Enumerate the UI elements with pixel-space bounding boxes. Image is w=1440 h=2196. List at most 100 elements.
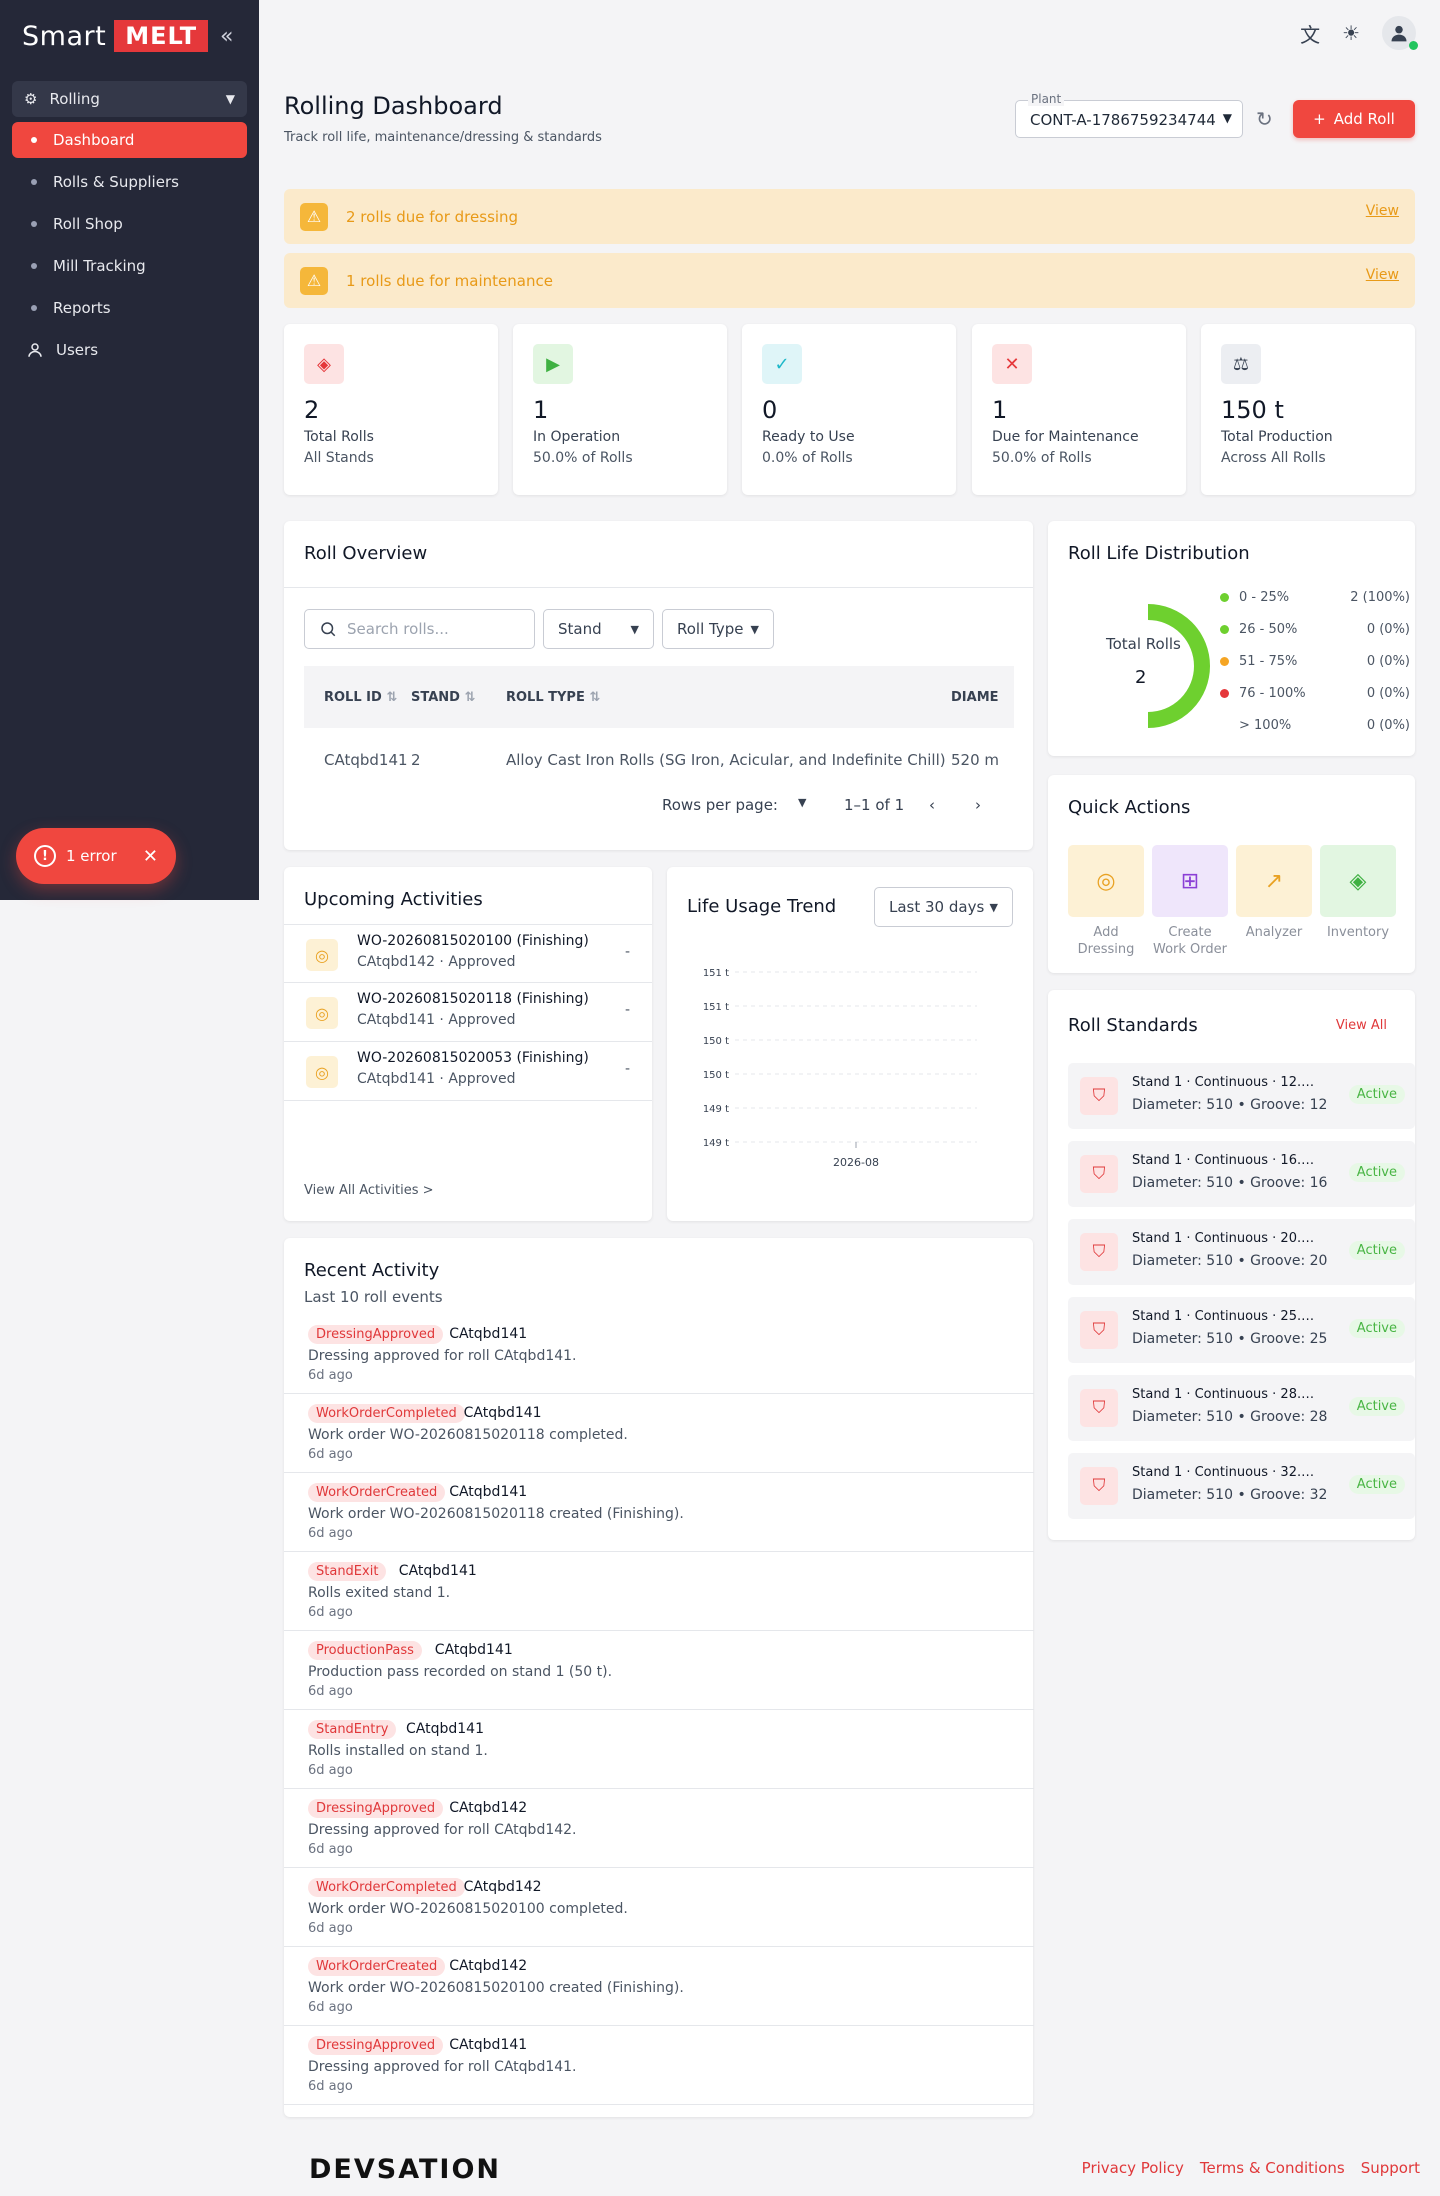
event-time: 6d ago [308, 1526, 353, 1541]
cell-diameter: 520 m [951, 751, 1000, 769]
error-toast[interactable]: ! 1 error ✕ [16, 828, 176, 884]
standard-item[interactable]: ⛉ Stand 1 · Continuous · 16.0... Diameter:… [1068, 1141, 1415, 1207]
event-description: Dressing approved for roll CAtqbd141. [308, 2059, 577, 2075]
view-all-activities-link[interactable]: View All Activities > [304, 1183, 434, 1198]
theme-toggle-icon[interactable]: ☀ [1342, 21, 1360, 45]
standard-item[interactable]: ⛉ Stand 1 · Continuous · 28.0... Diameter:… [1068, 1375, 1415, 1441]
legend-value: 2 (100%) [1350, 590, 1410, 605]
sidebar-item-mill-tracking[interactable]: Mill Tracking [12, 248, 247, 284]
online-status-dot [1409, 41, 1418, 50]
event-description: Production pass recorded on stand 1 (50 … [308, 1664, 613, 1680]
error-icon: ! [34, 845, 56, 867]
event-time: 6d ago [308, 1842, 353, 1857]
y-tick-label: 150 t [703, 1036, 729, 1047]
app-logo[interactable]: Smart MELT [22, 20, 209, 52]
column-header-roll-id[interactable]: ROLL ID ⇅ [324, 689, 398, 705]
avatar[interactable] [1382, 16, 1418, 50]
plant-select[interactable]: Plant CONT-A-1786759234744 ▼ [1015, 92, 1243, 138]
list-item[interactable]: DressingApproved CAtqbd141 Dressing approv… [284, 2026, 1034, 2105]
list-item[interactable]: WorkOrderCreated CAtqbd141 Work order WO-2… [284, 1473, 1034, 1552]
list-item[interactable]: ◎ WO-20260815020118 (Finishing) CAtqbd14… [284, 983, 652, 1042]
donut-segment-0-25 [1147, 604, 1210, 728]
event-description: Work order WO-20260815020118 completed. [308, 1427, 628, 1443]
ring-icon: ◎ [306, 997, 338, 1029]
stand-filter[interactable]: Stand ▼ [543, 609, 654, 649]
analyzer-button[interactable]: ↗ Analyzer [1236, 845, 1312, 941]
column-header-diameter[interactable]: DIAME [951, 689, 999, 705]
collapse-sidebar-icon[interactable]: « [220, 24, 234, 49]
card-title: Recent Activity [304, 1260, 440, 1281]
alert-view-link[interactable]: View [1365, 203, 1399, 219]
list-item[interactable]: ProductionPass CAtqbd141 Production pass r… [284, 1631, 1034, 1710]
standard-item[interactable]: ⛉ Stand 1 · Continuous · 12.0... Diameter:… [1068, 1063, 1415, 1129]
plant-value: CONT-A-1786759234744 [1030, 111, 1216, 129]
date-range-select[interactable]: Last 30 days ▼ [874, 887, 1013, 927]
list-item[interactable]: DressingApproved CAtqbd142 Dressing approv… [284, 1789, 1034, 1868]
column-header-stand[interactable]: STAND ⇅ [411, 689, 476, 705]
privacy-policy-link[interactable]: Privacy Policy [1081, 2159, 1184, 2177]
sort-icon: ⇅ [386, 689, 398, 705]
list-item[interactable]: StandExit CAtqbd141 Rolls exited stand 1. 6… [284, 1552, 1034, 1631]
standard-item[interactable]: ⛉ Stand 1 · Continuous · 25.0... Diameter:… [1068, 1297, 1415, 1363]
legend-item: 51 - 75% 0 (0%) [1220, 654, 1410, 669]
sidebar-item-users[interactable]: Users [12, 332, 247, 368]
list-item[interactable]: ◎ WO-20260815020053 (Finishing) CAtqbd14… [284, 1042, 652, 1101]
support-link[interactable]: Support [1360, 2159, 1420, 2177]
sidebar-group-rolling[interactable]: ⚙ Rolling ▼ [12, 81, 247, 117]
next-page-icon[interactable]: › [975, 796, 981, 814]
standard-item[interactable]: ⛉ Stand 1 · Continuous · 32.0... Diameter:… [1068, 1453, 1415, 1519]
event-type-badge: StandEntry [308, 1720, 397, 1739]
card-title: Roll Overview [304, 543, 428, 564]
list-item[interactable]: DressingApproved CAtqbd141 Dressing approv… [284, 1315, 1034, 1394]
standard-detail: Diameter: 510 • Groove: 16 [1132, 1175, 1328, 1191]
list-item[interactable]: ◎ WO-20260815020100 (Finishing) CAtqbd14… [284, 924, 652, 983]
event-roll-id: CAtqbd141 [434, 1642, 513, 1658]
gear-icon: ⚙ [24, 90, 38, 108]
translate-icon[interactable]: 文 [1300, 22, 1321, 47]
sidebar-item-dashboard[interactable]: Dashboard [12, 122, 247, 158]
standard-detail: Diameter: 510 • Groove: 28 [1132, 1409, 1328, 1425]
table-row[interactable]: CAtqbd141 2 Alloy Cast Iron Rolls (SG Ir… [304, 732, 1014, 788]
sidebar-group-label: Rolling [49, 90, 100, 108]
alert-message: 1 rolls due for maintenance [346, 271, 553, 290]
sidebar-item-label: Roll Shop [53, 215, 123, 233]
inventory-button[interactable]: ◈ Inventory [1320, 845, 1396, 941]
event-time: 6d ago [308, 2000, 353, 2015]
add-dressing-button[interactable]: ◎ Add Dressing [1068, 845, 1144, 958]
refresh-icon[interactable]: ↻ [1256, 107, 1273, 131]
list-item[interactable]: WorkOrderCompleted CAtqbd142 Work order WO… [284, 1868, 1034, 1947]
alert-view-link[interactable]: View [1365, 267, 1399, 283]
alert-message: 2 rolls due for dressing [346, 207, 519, 226]
pagination-range: 1–1 of 1 [844, 796, 905, 814]
rows-per-page-select[interactable]: ▼ [798, 796, 807, 809]
event-type-badge: WorkOrderCompleted [308, 1878, 465, 1897]
chevron-down-icon: ▼ [750, 622, 759, 636]
quick-action-label: Inventory [1326, 925, 1390, 940]
quick-action-label: Analyzer [1245, 925, 1303, 940]
legend-item: 76 - 100% 0 (0%) [1220, 686, 1410, 701]
sidebar-item-roll-shop[interactable]: Roll Shop [12, 206, 247, 242]
column-header-roll-type[interactable]: ROLL TYPE ⇅ [506, 689, 601, 705]
roll-type-filter[interactable]: Roll Type ▼ [662, 609, 774, 649]
list-item[interactable]: WorkOrderCompleted CAtqbd141 Work order WO… [284, 1394, 1034, 1473]
legend-value: 0 (0%) [1366, 718, 1410, 733]
table-header: ROLL ID ⇅ STAND ⇅ ROLL TYPE ⇅ DIAME [304, 666, 1014, 728]
card-title: Quick Actions [1068, 797, 1191, 818]
view-all-standards-link[interactable]: View All [1335, 1018, 1387, 1033]
create-work-order-button[interactable]: ⊞ Create Work Order [1152, 845, 1228, 958]
sidebar-item-rolls-suppliers[interactable]: Rolls & Suppliers [12, 164, 247, 200]
add-roll-button[interactable]: + Add Roll [1293, 100, 1415, 138]
standard-item[interactable]: ⛉ Stand 1 · Continuous · 20.0... Diameter:… [1068, 1219, 1415, 1285]
event-type-badge: WorkOrderCreated [308, 1957, 446, 1976]
activity-title: WO-20260815020100 (Finishing) [357, 933, 589, 949]
x-tick-label: 2026-08 [833, 1156, 879, 1169]
prev-page-icon[interactable]: ‹ [929, 796, 935, 814]
close-icon[interactable]: ✕ [142, 845, 158, 867]
status-badge: Active [1348, 1085, 1405, 1104]
list-item[interactable]: StandEntry CAtqbd141 Rolls installed on st… [284, 1710, 1034, 1789]
rows-per-page-label: Rows per page: [662, 796, 778, 814]
list-item[interactable]: WorkOrderCreated CAtqbd142 Work order WO-2… [284, 1947, 1034, 2026]
terms-link[interactable]: Terms & Conditions [1199, 2159, 1345, 2177]
sidebar-item-reports[interactable]: Reports [12, 290, 247, 326]
search-input[interactable]: Search rolls... [304, 609, 535, 649]
